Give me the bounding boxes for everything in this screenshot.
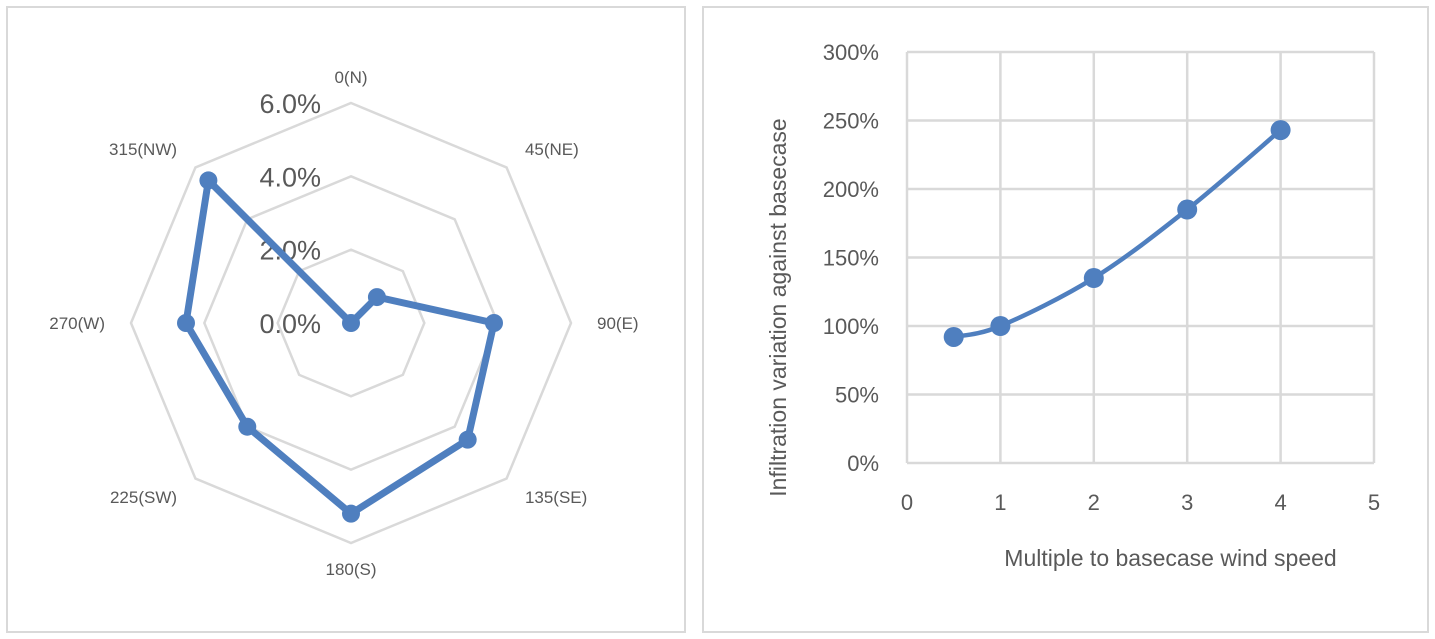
y-axis-title: Infiltration variation against basecase (765, 118, 791, 496)
line-chart: 0% 50% 100% 150% 200% 250% 300% 0 1 2 3 4 5 Multiple… (765, 40, 1380, 571)
radar-category-label: 45(NE) (525, 140, 579, 159)
y-tick-label: 150% (823, 246, 879, 271)
radar-series-line (182, 176, 498, 518)
radar-tick-label: 6.0% (259, 89, 321, 119)
radar-category-label: 180(S) (325, 560, 376, 579)
radar-data-point (199, 171, 218, 190)
radar-category-label: 315(NW) (109, 140, 177, 159)
radar-grid-ring (202, 174, 500, 472)
radar-data-point (342, 504, 360, 523)
line-series-path (953, 128, 1283, 340)
radar-category-label: 90(E) (597, 314, 639, 333)
radar-category-label: 270(W) (49, 314, 105, 333)
radar-tick-label: 0.0% (259, 309, 321, 339)
x-tick-label: 5 (1368, 490, 1380, 515)
x-tick-label: 3 (1181, 490, 1193, 515)
radar-chart-panel: 0(N) 45(NE) 90(E) 135(SE) 180(S) 225(SW) 270(W… (6, 6, 686, 633)
radar-data-point (238, 417, 257, 436)
radar-tick-label: 4.0% (259, 162, 321, 192)
x-axis-title: Multiple to basecase wind speed (1004, 545, 1336, 571)
radar-grid-ring (129, 101, 573, 545)
line-data-point (1270, 120, 1291, 141)
radar-chart: 0(N) 45(NE) 90(E) 135(SE) 180(S) 225(SW) 270(W… (49, 68, 639, 579)
radar-data-point (342, 314, 360, 332)
radar-grid-ring (276, 248, 426, 398)
line-chart-panel: 0% 50% 100% 150% 200% 250% 300% 0 1 2 3 4 5 Multiple… (702, 6, 1429, 633)
x-tick-label: 4 (1274, 490, 1286, 515)
line-data-point (990, 316, 1011, 336)
radar-data-point (458, 430, 477, 449)
x-tick-label: 1 (994, 490, 1006, 515)
radar-data-point (367, 288, 386, 307)
y-tick-label: 300% (823, 40, 879, 65)
line-data-point (1177, 199, 1198, 220)
y-tick-label: 250% (823, 109, 879, 134)
x-tick-label: 0 (901, 490, 913, 515)
radar-category-label: 225(SW) (110, 488, 177, 507)
line-data-point (1083, 268, 1104, 289)
y-tick-label: 100% (823, 314, 879, 339)
line-data-point (943, 326, 964, 347)
y-tick-label: 50% (835, 383, 879, 408)
radar-data-point (485, 314, 503, 332)
y-tick-label: 200% (823, 177, 879, 202)
y-tick-label: 0% (847, 451, 879, 476)
radar-data-point (177, 314, 195, 332)
radar-category-label: 135(SE) (525, 488, 587, 507)
radar-category-label: 0(N) (334, 68, 367, 87)
x-tick-label: 2 (1088, 490, 1100, 515)
